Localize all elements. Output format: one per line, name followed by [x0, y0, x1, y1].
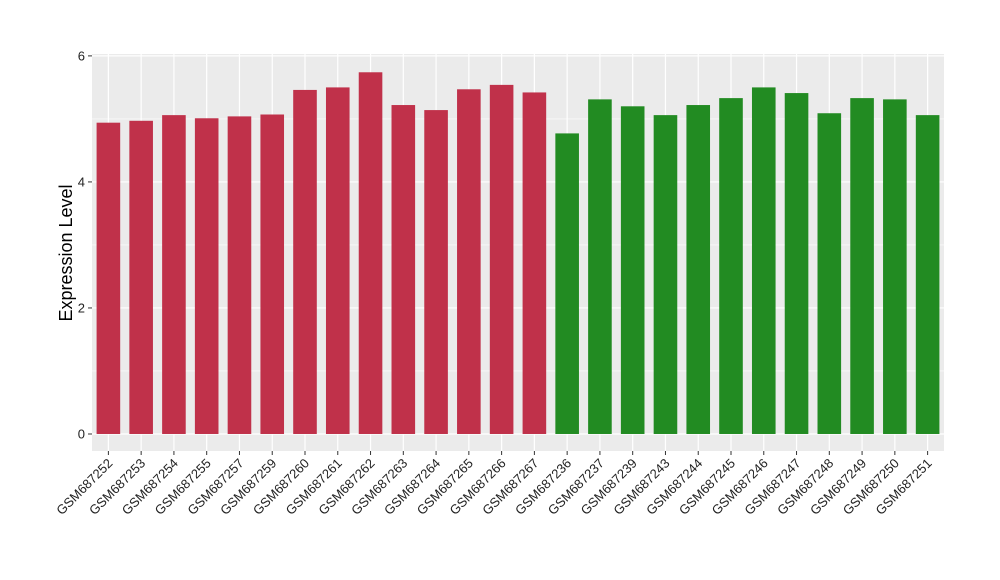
plot-panel — [92, 54, 944, 451]
bars — [96, 72, 940, 434]
bar-GSM687245 — [719, 98, 743, 434]
bar-GSM687265 — [457, 89, 481, 434]
bar-GSM687261 — [325, 87, 350, 434]
bar-GSM687246 — [751, 87, 776, 434]
bar-GSM687237 — [588, 99, 612, 434]
bar-GSM687263 — [391, 105, 416, 434]
bar-GSM687251 — [915, 115, 940, 434]
bar-GSM687255 — [194, 118, 219, 434]
bar-GSM687248 — [817, 113, 842, 434]
bar-GSM687262 — [358, 72, 383, 434]
bar-GSM687267 — [522, 92, 547, 434]
bar-GSM687254 — [162, 115, 186, 434]
bar-GSM687259 — [260, 114, 285, 434]
bar-GSM687266 — [489, 84, 514, 434]
y-axis: 0 2 4 6 — [78, 48, 92, 441]
y-tick-label: 0 — [78, 426, 85, 441]
bar-GSM687239 — [620, 106, 645, 434]
bar-GSM687252 — [96, 122, 121, 434]
bar-GSM687243 — [653, 115, 678, 434]
bar-GSM687253 — [129, 120, 153, 434]
bar-GSM687257 — [227, 116, 252, 434]
bar-GSM687250 — [883, 99, 907, 434]
y-axis-title: Expression Level — [56, 184, 76, 321]
y-tick-label: 6 — [78, 48, 85, 63]
y-tick-label: 2 — [78, 300, 85, 315]
x-axis: GSM687252GSM687253GSM687254GSM687255GSM6… — [53, 451, 935, 518]
bar-GSM687260 — [293, 89, 317, 434]
bar-GSM687244 — [686, 105, 711, 434]
y-tick-label: 4 — [78, 174, 85, 189]
bar-GSM687236 — [555, 133, 579, 434]
bar-GSM687247 — [784, 93, 809, 434]
bar-GSM687249 — [850, 98, 874, 434]
bar-GSM687264 — [424, 110, 448, 434]
